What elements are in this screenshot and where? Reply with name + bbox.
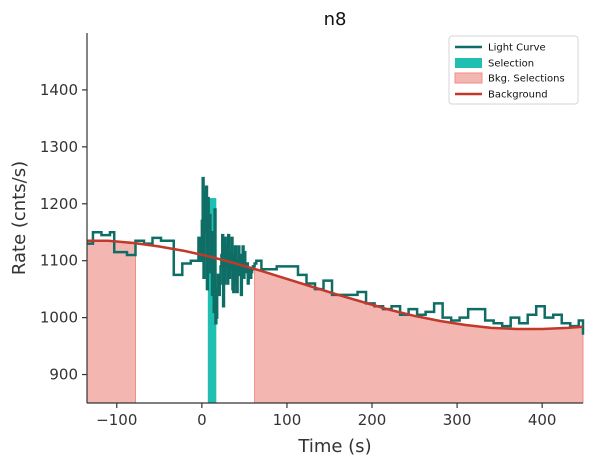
bkg-selection-region-0	[86, 240, 136, 404]
x-tick-label: 300	[443, 411, 472, 429]
ticks-layer: −100 0 100 200 300 400 900 1000 1100 1200 1300 1400	[40, 81, 557, 429]
legend-bkg-selections-label: Bkg. Selections	[488, 74, 565, 85]
y-tick-label: 1300	[40, 138, 78, 156]
x-tick-label: 100	[273, 411, 302, 429]
x-tick-label: 0	[197, 411, 207, 429]
y-tick-label: 1400	[40, 81, 78, 99]
y-tick-label: 1100	[40, 252, 78, 270]
legend: Light Curve Selection Bkg. Selections Ba…	[448, 35, 579, 105]
legend-selection-swatch	[455, 58, 482, 68]
bkg-selection-region-1	[254, 268, 584, 404]
x-axis-title: Time (s)	[297, 436, 371, 457]
legend-bkg-selections-swatch	[454, 72, 483, 84]
x-tick-label: −100	[96, 411, 137, 429]
chart-title: n8	[324, 9, 347, 30]
legend-selection-label: Selection	[488, 59, 534, 70]
x-tick-label: 200	[358, 411, 387, 429]
background-model-layer	[87, 239, 584, 331]
selection-layer	[207, 198, 217, 403]
legend-background-label: Background	[488, 90, 548, 101]
x-tick-label: 400	[528, 411, 557, 429]
y-tick-label: 900	[49, 366, 78, 384]
source-selection-region	[207, 198, 217, 403]
bkg-selections-layer	[86, 240, 584, 404]
light-curve-layer	[87, 176, 585, 335]
background-model-series	[87, 239, 584, 331]
y-tick-label: 1000	[40, 309, 78, 327]
legend-light-curve-label: Light Curve	[488, 43, 546, 54]
y-tick-label: 1200	[40, 195, 78, 213]
axes-layer	[86, 33, 583, 404]
legend-box	[448, 35, 579, 105]
light-curve-series	[87, 176, 585, 335]
y-axis-title: Rate (cnts/s)	[9, 161, 30, 275]
